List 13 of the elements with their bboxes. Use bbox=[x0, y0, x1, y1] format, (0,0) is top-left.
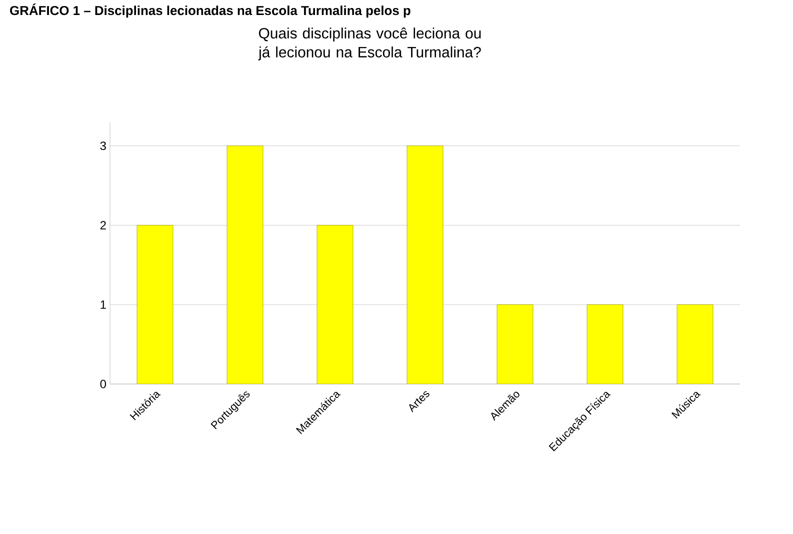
bar bbox=[226, 146, 264, 384]
y-tick-label: 2 bbox=[100, 221, 106, 230]
bar bbox=[496, 304, 534, 384]
text: GRÁFICO 1 – Disciplinas lecionadas na Escola Turmalina pelos p bbox=[10, 4, 410, 18]
bar bbox=[406, 146, 444, 384]
bar bbox=[136, 225, 174, 384]
bar bbox=[316, 225, 354, 384]
y-tick-label: 0 bbox=[100, 380, 106, 388]
bar bbox=[676, 304, 714, 384]
chart-title: Quais disciplinas você leciona ou já lecionou na Escola Turmalina? bbox=[258, 28, 481, 60]
y-tick-label: 1 bbox=[100, 300, 106, 309]
bar bbox=[586, 304, 624, 384]
y-tick-label: 3 bbox=[100, 142, 106, 150]
